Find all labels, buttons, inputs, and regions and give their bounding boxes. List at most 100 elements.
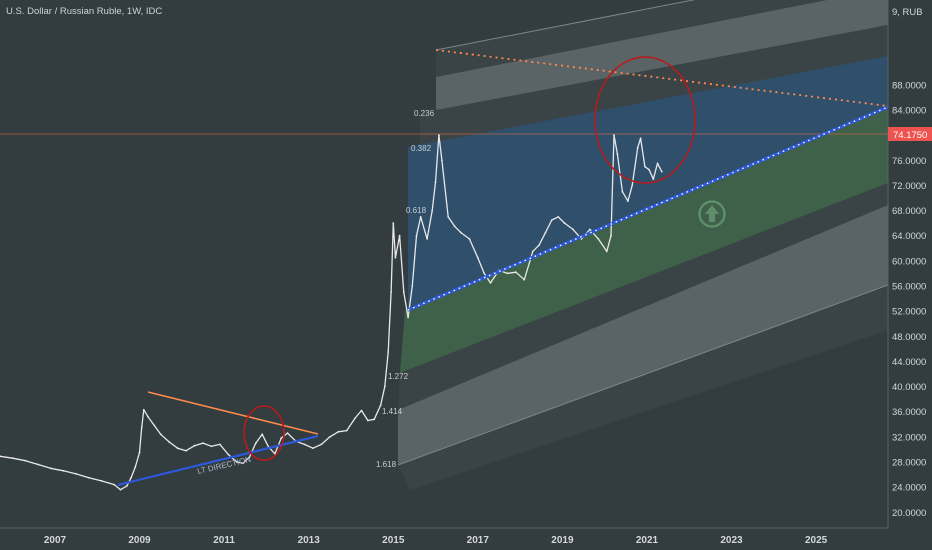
y-tick-label-0: 20.0000 [892, 508, 926, 519]
price-point-11 [126, 485, 128, 487]
price-point-80 [557, 216, 560, 218]
lt-direction-line [117, 434, 319, 487]
y-tick-label-12: 68.0000 [892, 206, 926, 217]
fib-level-labels: 0.236 0.382 0.618 1.272 1.414 1.618 [376, 109, 435, 469]
pitchfork-fill-green [400, 107, 888, 373]
fib-label-0618: 0.618 [406, 206, 427, 215]
price-point-26 [219, 443, 221, 446]
price-point-54 [398, 234, 401, 237]
price-point-56 [407, 316, 409, 319]
price-point-66 [453, 225, 456, 228]
price-point-69 [476, 256, 479, 259]
y-tick-label-13: 72.0000 [892, 181, 926, 192]
price-point-35 [280, 437, 283, 439]
price-point-78 [544, 231, 547, 234]
price-point-82 [572, 228, 574, 231]
time-axis-ticks: 2007 2009 2011 2013 2015 2017 2019 2021 2023 2025 [44, 535, 828, 546]
price-point-39 [312, 447, 314, 450]
x-tick-label-9: 2025 [805, 535, 828, 546]
resistance-trend-line [435, 49, 889, 107]
price-point-70 [483, 272, 486, 275]
x-tick-label-4: 2015 [382, 535, 405, 546]
chart-title: U.S. Dollar / Russian Ruble, 1W, IDC [6, 6, 162, 17]
last-price-badge: 74.1750 [888, 127, 932, 141]
price-point-76 [531, 250, 534, 253]
price-point-40 [320, 443, 323, 446]
pitchfork-fill-top-1 [436, 0, 828, 77]
price-point-6 [75, 473, 77, 475]
price-point-28 [235, 461, 238, 463]
price-point-29 [242, 462, 245, 465]
price-point-92 [631, 184, 634, 187]
price-point-50 [387, 351, 390, 353]
highlight-circle-2020 [594, 56, 696, 184]
price-point-2 [24, 459, 27, 462]
price-point-30 [248, 456, 251, 458]
trend-lines [117, 49, 889, 487]
price-point-74 [515, 271, 517, 274]
price-point-19 [159, 433, 162, 436]
y-tick-label-10: 60.0000 [892, 256, 926, 267]
price-point-98 [656, 162, 659, 165]
pitchfork-fill-lower-2 [398, 205, 888, 465]
x-tick-label-2: 2011 [213, 535, 235, 546]
price-point-57 [411, 285, 414, 287]
arrow-up-icon [698, 200, 726, 228]
price-point-79 [550, 219, 553, 221]
price-axis-ticks: 20.0000 24.0000 28.0000 32.0000 36.0000 40.00… [892, 80, 926, 518]
y-tick-label-11: 64.0000 [892, 231, 926, 242]
price-point-61 [431, 209, 434, 212]
price-point-52 [392, 222, 395, 225]
price-point-51 [390, 291, 392, 294]
price-point-47 [373, 418, 376, 421]
time-axis-background [0, 528, 932, 550]
pitchfork-fill-lower-1 [398, 183, 888, 410]
price-point-10 [119, 488, 122, 491]
price-point-9 [113, 483, 116, 486]
price-point-58 [415, 234, 418, 237]
price-point-14 [138, 451, 141, 454]
y-tick-label-17: 88.0000 [892, 80, 926, 91]
price-point-12 [130, 476, 133, 479]
price-point-27 [227, 453, 230, 456]
y-tick-label-5: 40.0000 [892, 382, 926, 393]
last-price-badge-text: 74.1750 [893, 130, 927, 141]
price-point-43 [345, 429, 348, 432]
price-axis-currency: 9, RUB [892, 7, 923, 18]
pitchfork-lower-line [397, 284, 888, 466]
price-point-99 [660, 170, 663, 173]
price-point-23 [193, 444, 196, 447]
pitchfork-fill-top-2 [436, 0, 888, 113]
y-tick-label-6: 44.0000 [892, 357, 926, 368]
triangle-resistance-line [147, 391, 319, 435]
support-trend-line [407, 105, 889, 312]
price-point-38 [303, 443, 306, 446]
price-point-7 [87, 476, 90, 479]
price-point-21 [176, 447, 179, 450]
price-point-49 [383, 385, 386, 388]
pitchfork-upper-line [435, 0, 696, 51]
pitchfork-fill-lower-3 [398, 285, 888, 490]
x-tick-label-3: 2013 [298, 535, 321, 546]
fib-label-1618: 1.618 [376, 460, 397, 469]
price-point-31 [254, 442, 257, 444]
x-tick-label-8: 2023 [720, 535, 743, 546]
price-point-41 [328, 436, 331, 438]
y-tick-label-3: 32.0000 [892, 432, 926, 443]
price-point-88 [613, 134, 615, 137]
price-point-16 [142, 408, 145, 411]
price-point-20 [168, 441, 171, 443]
price-point-62 [434, 181, 437, 184]
x-tick-label-6: 2019 [551, 535, 574, 546]
price-point-18 [153, 424, 156, 427]
price-point-48 [379, 404, 382, 407]
price-point-85 [597, 238, 600, 240]
price-point-0 [0, 455, 1, 458]
fib-label-0236: 0.236 [414, 109, 435, 118]
price-point-84 [589, 228, 591, 231]
highlight-circle-2012 [243, 405, 285, 461]
price-point-97 [652, 178, 655, 181]
price-point-68 [468, 238, 471, 240]
price-point-87 [610, 234, 612, 237]
